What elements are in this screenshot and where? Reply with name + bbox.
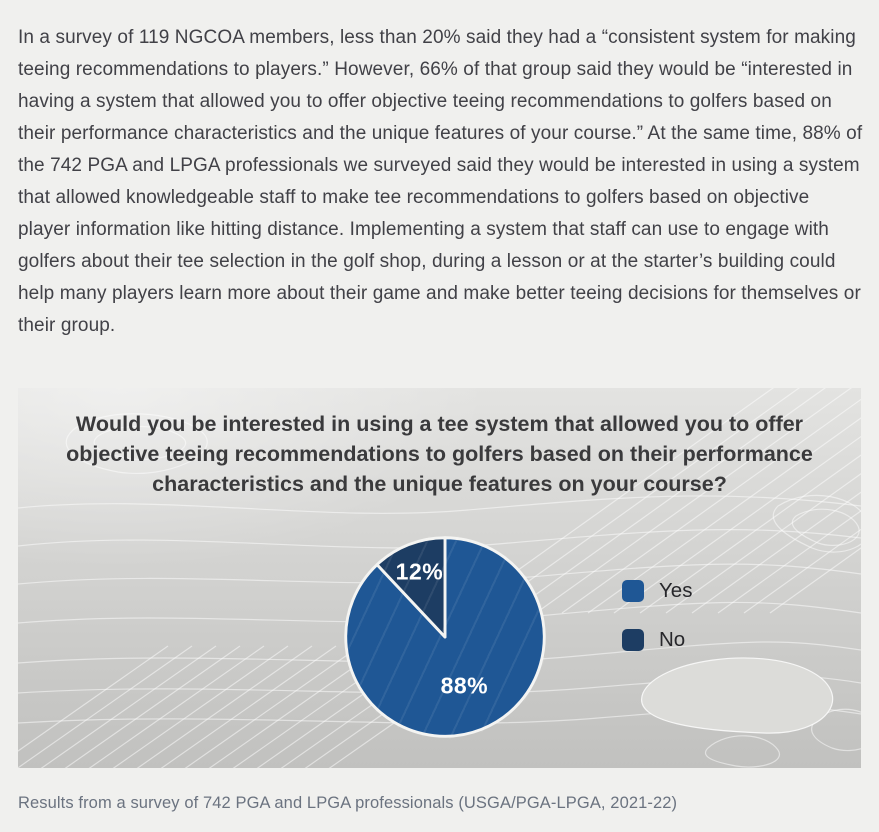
intro-paragraph: In a survey of 119 NGCOA members, less t… <box>18 27 863 336</box>
chart-legend: Yes No <box>622 579 692 677</box>
chart-source-caption: Results from a survey of 742 PGA and LPG… <box>18 794 678 812</box>
legend-swatch-no-icon <box>622 629 644 651</box>
chart-panel: Would you be interested in using a tee s… <box>18 388 861 768</box>
legend-item-yes: Yes <box>622 579 692 603</box>
pie-chart: 88% 12% <box>339 531 551 743</box>
legend-item-no: No <box>622 628 692 652</box>
legend-label-yes: Yes <box>659 579 693 602</box>
pie-slice-label: 88% <box>440 672 489 699</box>
legend-swatch-yes-icon <box>622 580 644 602</box>
pie-svg <box>344 536 546 738</box>
legend-label-no: No <box>659 628 686 651</box>
pie-slice-label: 12% <box>395 558 444 585</box>
chart-title: Would you be interested in using a tee s… <box>66 412 813 496</box>
